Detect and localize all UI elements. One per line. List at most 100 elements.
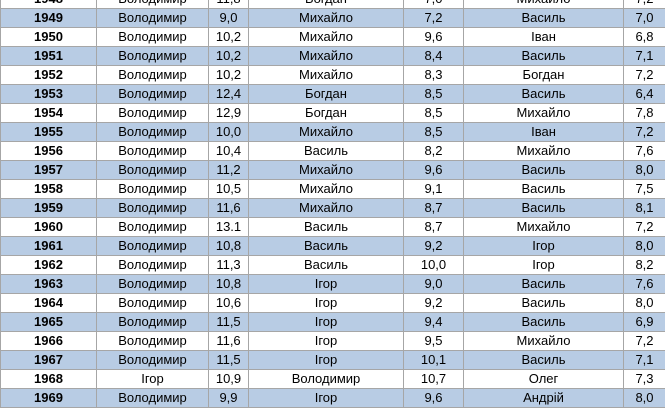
name-1: Володимир	[97, 142, 209, 161]
share-1: 11,6	[209, 332, 249, 351]
year: 1951	[1, 47, 97, 66]
name-3: Василь	[464, 199, 624, 218]
share-3: 6,8	[624, 28, 665, 47]
share-2: 10,7	[404, 370, 464, 389]
year: 1953	[1, 85, 97, 104]
year: 1961	[1, 237, 97, 256]
name-1: Володимир	[97, 104, 209, 123]
share-3: 8,0	[624, 294, 665, 313]
name-2: Ігор	[249, 389, 404, 408]
share-2: 7,2	[404, 9, 464, 28]
share-1: 10,0	[209, 123, 249, 142]
name-2: Ігор	[249, 275, 404, 294]
share-2: 10,0	[404, 256, 464, 275]
name-3: Михайло	[464, 104, 624, 123]
name-3: Ігор	[464, 256, 624, 275]
name-1: Володимир	[97, 47, 209, 66]
share-2: 8,7	[404, 199, 464, 218]
name-1: Володимир	[97, 28, 209, 47]
share-2: 9,2	[404, 294, 464, 313]
share-2: 9,0	[404, 275, 464, 294]
name-2: Богдан	[249, 85, 404, 104]
name-1: Володимир	[97, 256, 209, 275]
share-2: 10,1	[404, 351, 464, 370]
share-2: 8,5	[404, 85, 464, 104]
share-2: 9,2	[404, 237, 464, 256]
share-3: 7,1	[624, 351, 665, 370]
year: 1965	[1, 313, 97, 332]
year: 1963	[1, 275, 97, 294]
year: 1948	[1, 0, 97, 9]
name-1: Володимир	[97, 332, 209, 351]
year: 1954	[1, 104, 97, 123]
name-2: Ігор	[249, 332, 404, 351]
share-2: 9,6	[404, 389, 464, 408]
name-2: Василь	[249, 142, 404, 161]
name-3: Василь	[464, 294, 624, 313]
share-3: 7,3	[624, 370, 665, 389]
year: 1964	[1, 294, 97, 313]
share-1: 11,6	[209, 199, 249, 218]
year: 1952	[1, 66, 97, 85]
share-1: 11,8	[209, 0, 249, 9]
year: 1955	[1, 123, 97, 142]
name-3: Іван	[464, 123, 624, 142]
name-3: Михайло	[464, 0, 624, 9]
share-3: 7,8	[624, 104, 665, 123]
share-1: 12,9	[209, 104, 249, 123]
share-1: 11,2	[209, 161, 249, 180]
year: 1950	[1, 28, 97, 47]
share-1: 10,5	[209, 180, 249, 199]
share-1: 11,5	[209, 313, 249, 332]
name-2: Богдан	[249, 104, 404, 123]
share-1: 10,6	[209, 294, 249, 313]
share-1: 9,9	[209, 389, 249, 408]
share-3: 7,2	[624, 123, 665, 142]
share-1: 10,8	[209, 275, 249, 294]
share-1: 11,5	[209, 351, 249, 370]
name-1: Володимир	[97, 313, 209, 332]
share-1: 10,9	[209, 370, 249, 389]
name-3: Ігор	[464, 237, 624, 256]
name-3: Василь	[464, 313, 624, 332]
name-2: Михайло	[249, 28, 404, 47]
share-2: 8,5	[404, 123, 464, 142]
share-2: 7,0	[404, 0, 464, 9]
share-2: 8,3	[404, 66, 464, 85]
name-3: Андрій	[464, 389, 624, 408]
name-1: Володимир	[97, 123, 209, 142]
name-1: Володимир	[97, 218, 209, 237]
share-2: 9,5	[404, 332, 464, 351]
share-2: 9,6	[404, 28, 464, 47]
year: 1966	[1, 332, 97, 351]
name-1: Володимир	[97, 389, 209, 408]
share-3: 7,5	[624, 180, 665, 199]
name-3: Василь	[464, 180, 624, 199]
name-2: Ігор	[249, 294, 404, 313]
share-1: 10,2	[209, 28, 249, 47]
name-3: Василь	[464, 85, 624, 104]
share-1: 12,4	[209, 85, 249, 104]
share-2: 9,6	[404, 161, 464, 180]
share-3: 7,6	[624, 142, 665, 161]
year: 1958	[1, 180, 97, 199]
name-1: Володимир	[97, 199, 209, 218]
share-1: 10,2	[209, 47, 249, 66]
share-3: 8,1	[624, 199, 665, 218]
share-3: 6,4	[624, 85, 665, 104]
share-3: 8,0	[624, 389, 665, 408]
name-1: Ігор	[97, 370, 209, 389]
